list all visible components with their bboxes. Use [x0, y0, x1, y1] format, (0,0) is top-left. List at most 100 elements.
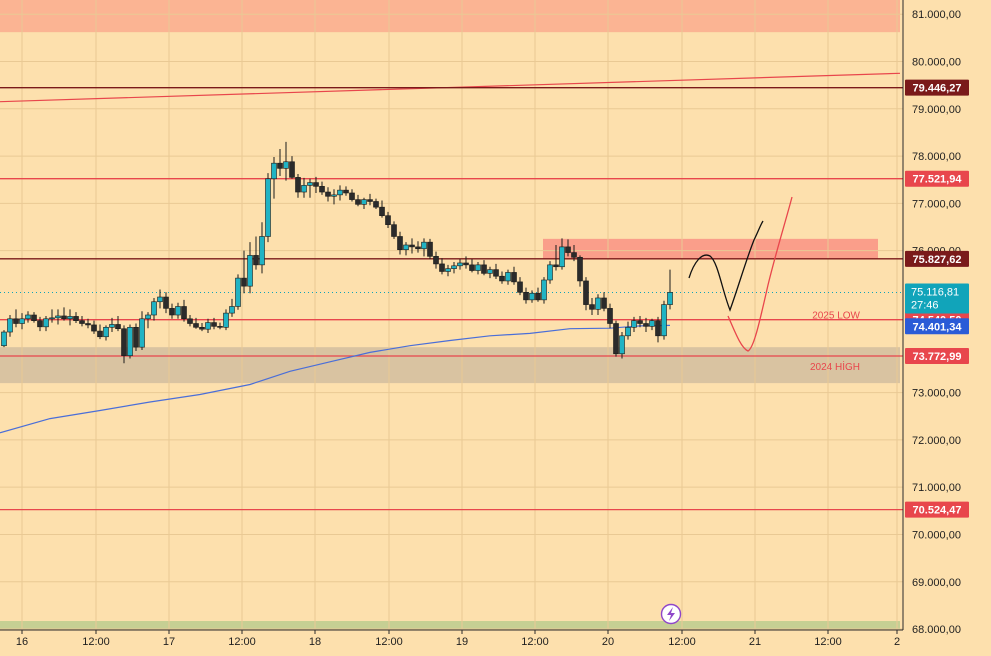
candle-52 — [313, 176, 319, 193]
zone-2 — [0, 347, 900, 384]
lightning-icon[interactable] — [660, 603, 682, 625]
candle-106 — [637, 315, 643, 328]
time-tick-label: 12:00 — [375, 636, 403, 648]
level-badge-label: 73.772,99 — [913, 351, 962, 363]
candle-body — [307, 182, 313, 186]
candle-body — [43, 318, 49, 328]
candle-89 — [535, 287, 541, 302]
candle-50 — [301, 177, 307, 198]
candle-body — [1, 331, 7, 347]
candle-25 — [151, 297, 157, 321]
level-badge-5: 73.772,99 — [905, 348, 969, 365]
candle-42 — [253, 236, 259, 270]
time-tick-label: 21 — [749, 636, 761, 648]
candle-body — [313, 182, 319, 187]
price-tick-label: 77.000,00 — [912, 198, 961, 210]
zone-3 — [0, 621, 900, 630]
candle-59 — [355, 194, 361, 207]
candle-body — [55, 315, 61, 319]
candle-55 — [331, 189, 337, 205]
candle-12 — [73, 312, 79, 324]
level-badge-label: 70.524,47 — [913, 505, 962, 517]
candle-body — [283, 161, 289, 169]
candle-body — [421, 241, 427, 250]
candles-layer — [1, 141, 673, 364]
candle-body — [517, 281, 523, 293]
time-tick-label: 18 — [309, 636, 321, 648]
candle-body — [433, 256, 439, 265]
time-tick-label: 12:00 — [814, 636, 842, 648]
candle-body — [667, 291, 673, 305]
level-badge-box — [905, 250, 969, 267]
time-tick-label: 2 — [894, 636, 900, 648]
candle-44 — [265, 173, 271, 243]
candle-29 — [175, 302, 181, 319]
candle-15 — [91, 320, 97, 334]
candle-69 — [415, 241, 421, 253]
candle-body — [13, 318, 19, 324]
time-tick-label: 20 — [602, 636, 614, 648]
level-badge-box — [905, 501, 969, 518]
candle-body — [487, 269, 493, 274]
candle-body — [541, 279, 547, 301]
candle-body — [133, 326, 139, 348]
candle-63 — [379, 200, 385, 218]
candle-67 — [403, 242, 409, 256]
candle-body — [187, 318, 193, 324]
price-tick-label: 78.000,00 — [912, 151, 961, 163]
candle-48 — [289, 156, 295, 179]
candle-body — [169, 308, 175, 316]
price-tick-label: 73.000,00 — [912, 388, 961, 400]
candle-7 — [43, 315, 49, 332]
candle-9 — [55, 309, 61, 325]
candle-body — [595, 297, 601, 310]
candle-107 — [643, 317, 649, 333]
candle-body — [31, 314, 37, 321]
candle-body — [379, 206, 385, 216]
candle-body — [61, 315, 67, 320]
candle-body — [343, 189, 349, 194]
candle-body — [121, 328, 127, 356]
candle-body — [37, 320, 43, 328]
candle-body — [535, 292, 541, 301]
candle-66 — [397, 231, 403, 255]
candle-35 — [211, 317, 217, 330]
candle-58 — [349, 189, 355, 202]
candle-98 — [589, 297, 595, 315]
candle-40 — [241, 250, 247, 294]
candle-body — [385, 215, 391, 225]
candle-body — [199, 326, 205, 330]
candle-body — [577, 256, 583, 282]
candle-body — [79, 320, 85, 324]
candle-80 — [481, 260, 487, 276]
candle-body — [103, 326, 109, 338]
candle-102 — [613, 320, 619, 357]
candle-21 — [127, 324, 133, 359]
candle-body — [607, 308, 613, 324]
last-price-label: 75.116,81 — [911, 286, 959, 298]
candle-47 — [283, 141, 289, 181]
candle-body — [217, 326, 223, 328]
candle-46 — [277, 148, 283, 176]
candle-body — [181, 306, 187, 320]
candle-body — [463, 262, 469, 266]
candle-body — [157, 296, 163, 303]
candle-body — [475, 264, 481, 271]
level-badge-box — [905, 318, 969, 335]
candle-body — [409, 244, 415, 248]
candle-body — [361, 199, 367, 205]
candle-54 — [325, 187, 331, 202]
candle-body — [241, 277, 247, 287]
level-badge-box — [905, 348, 969, 365]
candle-5 — [31, 312, 37, 323]
candle-body — [337, 189, 343, 196]
candle-body — [67, 316, 73, 320]
candle-45 — [271, 157, 277, 199]
level-badge-1: 77.521,94 — [905, 170, 969, 187]
level-badge-0: 79.446,27 — [905, 79, 969, 96]
candle-62 — [373, 198, 379, 210]
candle-body — [19, 318, 25, 324]
candle-body — [655, 320, 661, 337]
